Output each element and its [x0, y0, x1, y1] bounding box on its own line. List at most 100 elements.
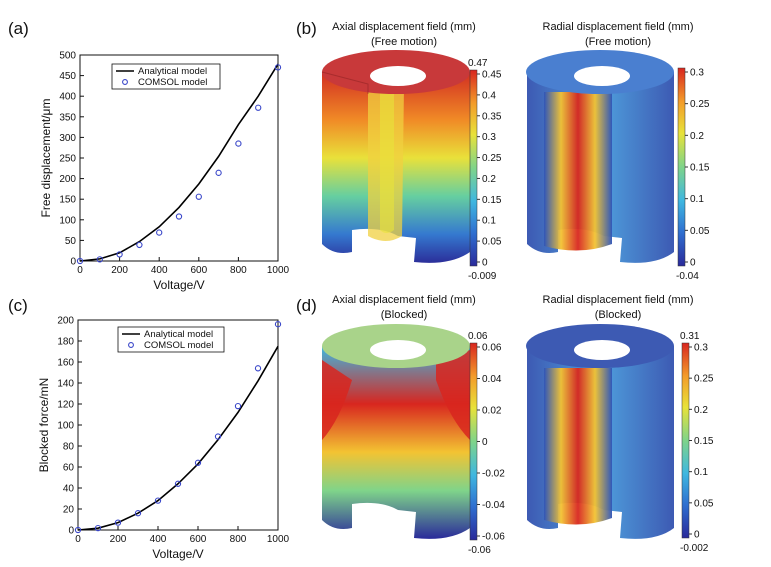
- colorbar-tick-label: -0.02: [482, 469, 505, 480]
- colorbar-max-label: 0.47: [468, 58, 488, 69]
- cylinder-render: [526, 324, 674, 539]
- y-tick-label: 100: [59, 215, 76, 226]
- y-tick-label: 200: [59, 174, 76, 185]
- colorbar-tick-label: 0.2: [694, 405, 708, 416]
- field-title: Radial displacement field (mm): [543, 294, 694, 306]
- y-tick-label: 150: [59, 195, 76, 206]
- analytical-series-line: [79, 63, 279, 262]
- colorbar-tick-label: 0: [482, 437, 488, 448]
- legend-box: [117, 326, 225, 353]
- comsol-data-point: [74, 526, 82, 534]
- colorbar-tick-label: 0.04: [482, 374, 502, 385]
- colorbar-tick-label: 0.2: [690, 131, 704, 142]
- y-tick-label: 0: [68, 526, 74, 537]
- y-tick-label: 400: [59, 92, 76, 103]
- colorbar-tick-label: 0.35: [482, 111, 502, 122]
- chart-blocked-force: 0 200 400 600 800 1000 0 20 40 60 80 100 120 140 160 18…: [37, 316, 290, 562]
- colorbar-tick-label: 0.02: [482, 406, 502, 417]
- comsol-data-point: [195, 193, 202, 200]
- colorbar-tick-label: 0.25: [694, 374, 714, 385]
- x-tick-label: 0: [75, 534, 81, 545]
- y-tick-label: 450: [59, 71, 76, 82]
- field-title: Axial displacement field (mm): [332, 21, 476, 33]
- y-tick-label: 0: [70, 257, 76, 268]
- colorbar-tick-label: 0.05: [694, 498, 714, 509]
- colorbar-min-label: -0.002: [680, 543, 709, 554]
- comsol-data-point: [235, 140, 242, 147]
- field-subtitle: (Blocked): [381, 309, 427, 321]
- comsol-data-point: [174, 480, 182, 487]
- y-tick-label: 160: [57, 358, 74, 369]
- colorbar-tick-label: 0.2: [482, 174, 496, 185]
- comsol-data-point: [254, 365, 262, 372]
- y-tick-label: 40: [63, 484, 75, 495]
- x-tick-label: 800: [230, 265, 247, 276]
- cylinder-render: [526, 50, 674, 263]
- x-axis-label: Voltage/V: [153, 278, 204, 292]
- colorbars: 0.45 0.4 0.35 0.3 0.25 0.2 0.15 0.1 0.05 0 0.47 -0.…: [468, 58, 714, 556]
- legend-label: Analytical model: [138, 66, 207, 77]
- y-tick-label: 100: [57, 421, 74, 432]
- x-tick-label: 0: [77, 265, 83, 276]
- colorbar: [469, 342, 478, 541]
- colorbar-max-label: 0.31: [680, 331, 700, 342]
- x-tick-label: 1000: [267, 265, 290, 276]
- comsol-data-point: [114, 519, 122, 526]
- colorbar-tick-label: 0.06: [482, 343, 502, 354]
- colorbar-tick-label: 0.15: [690, 163, 710, 174]
- panel-label-a: (a): [8, 19, 29, 38]
- y-tick-label: 250: [59, 154, 76, 165]
- legend-marker-swatch: [128, 342, 134, 348]
- field-subtitle: (Blocked): [595, 309, 641, 321]
- legend-label: Analytical model: [144, 329, 213, 340]
- comsol-data-point: [194, 459, 202, 466]
- panel-label-c: (c): [8, 296, 28, 315]
- colorbar-tick-label: 0.15: [482, 195, 502, 206]
- colorbar-tick-label: -0.04: [482, 500, 505, 511]
- colorbar-tick-label: 0: [690, 258, 696, 269]
- colorbar-tick-label: 0.3: [694, 343, 708, 354]
- comsol-data-point: [214, 433, 222, 440]
- cylinder-render: [321, 50, 470, 263]
- colorbar-min-label: -0.04: [676, 271, 699, 282]
- legend-label: COMSOL model: [138, 77, 207, 88]
- colorbar-min-label: -0.009: [468, 271, 497, 282]
- x-tick-label: 200: [110, 534, 127, 545]
- comsol-data-point: [215, 169, 222, 176]
- y-tick-label: 80: [63, 442, 75, 453]
- x-tick-label: 400: [150, 534, 167, 545]
- field-title: Radial displacement field (mm): [543, 21, 694, 33]
- colorbar-tick-label: -0.06: [482, 532, 505, 543]
- y-tick-label: 500: [59, 51, 76, 62]
- colorbar-tick-label: 0.1: [694, 467, 708, 478]
- colorbar-tick-label: 0.3: [690, 68, 704, 79]
- colorbar-tick-label: 0.15: [694, 436, 714, 447]
- x-tick-label: 800: [230, 534, 247, 545]
- x-tick-label: 200: [111, 265, 128, 276]
- x-tick-label: 600: [190, 265, 207, 276]
- y-tick-label: 120: [57, 400, 74, 411]
- y-tick-label: 350: [59, 112, 76, 123]
- panel-label-d: (d): [296, 296, 317, 315]
- comsol-data-point: [274, 64, 282, 71]
- y-axis-label: Blocked force/mN: [37, 378, 51, 473]
- field-subtitle: (Free motion): [371, 36, 437, 48]
- colorbar-tick-label: 0.4: [482, 90, 496, 101]
- x-tick-label: 600: [190, 534, 207, 545]
- colorbar-tick-label: 0: [482, 258, 488, 269]
- colorbar-tick-label: 0.25: [482, 153, 502, 164]
- colorbar-tick-label: 0.05: [482, 237, 502, 248]
- field-radial-free: Radial displacement field (mm) (Free mot…: [526, 21, 694, 263]
- y-tick-label: 20: [63, 505, 75, 516]
- field-radial-blocked: Radial displacement field (mm) (Blocked): [526, 294, 694, 539]
- colorbar-tick-label: 0.3: [482, 132, 496, 143]
- y-axis-label: Free displacement/μm: [39, 99, 53, 218]
- y-tick-label: 180: [57, 337, 74, 348]
- colorbar-tick-label: 0.1: [482, 216, 496, 227]
- legend-box: [111, 63, 221, 90]
- y-tick-label: 50: [65, 236, 77, 247]
- legend-marker-swatch: [122, 79, 128, 85]
- comsol-data-point: [96, 256, 103, 263]
- field-title: Axial displacement field (mm): [332, 294, 476, 306]
